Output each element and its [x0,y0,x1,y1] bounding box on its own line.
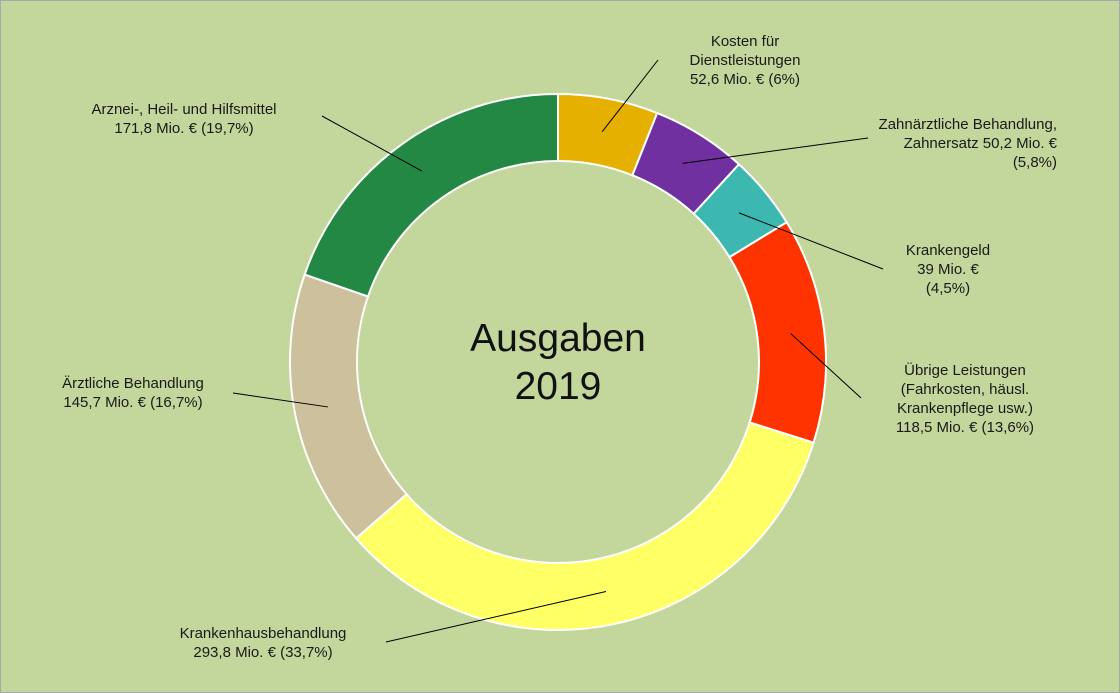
center-label-line-2: 2019 [515,365,602,408]
slice-label-3-line-2: Krankenpflege usw.) [897,400,1033,417]
slice-label-0: Kosten für Dienstleistungen 52,6 Mio. € (6… [690,33,801,88]
slice-label-3-line-1: (Fahrkosten, häusl. [901,381,1029,398]
slice-label-6-line-1: 171,8 Mio. € (19,7%) [114,120,253,137]
center-label-line-1: Ausgaben [470,317,646,360]
slice-label-6: Arznei-, Heil- und Hilfsmittel 171,8 Mio.… [91,101,276,137]
donut-slice-4 [354,421,815,631]
slice-label-6-line-0: Arznei-, Heil- und Hilfsmittel [91,101,276,118]
leader-line-2 [738,212,884,270]
slice-label-4: Krankenhausbehandlung 293,8 Mio. € (33,7%… [180,625,347,661]
slice-label-3: Übrige Leistungen (Fahrkosten, häusl. Kran… [896,361,1034,436]
slice-label-0-line-0: Kosten für [711,33,779,50]
slice-label-4-line-0: Krankenhausbehandlung [180,625,347,642]
slice-label-1: Zahnärztliche Behandlung, Zahnersatz 50,2… [879,116,1058,171]
slice-label-1-line-1: Zahnersatz 50,2 Mio. € [904,135,1058,152]
leader-line-4 [385,591,607,643]
donut-slice-5 [289,273,409,540]
slice-label-5: Ärztliche Behandlung 145,7 Mio. € (16,7%) [62,375,204,411]
leader-line-6 [321,115,423,172]
donut-slice-6 [303,92,559,298]
leader-lines [232,59,884,643]
slice-label-5-line-0: Ärztliche Behandlung [62,375,204,392]
donut-slice-3 [728,220,827,444]
leader-line-0 [601,59,659,133]
slice-label-1-line-2: (5,8%) [1013,154,1057,171]
slice-label-0-line-2: 52,6 Mio. € (6%) [690,71,800,88]
slice-label-1-line-0: Zahnärztliche Behandlung, [879,116,1057,133]
slice-label-5-line-1: 145,7 Mio. € (16,7%) [63,394,202,411]
slice-label-2: Krankengeld 39 Mio. € (4,5%) [906,242,990,297]
donut-slices [289,92,827,631]
leader-line-5 [232,392,328,408]
slice-labels: Kosten für Dienstleistungen 52,6 Mio. € (6… [62,33,1058,661]
slice-label-0-line-1: Dienstleistungen [690,52,801,69]
slice-label-2-line-0: Krankengeld [906,242,990,259]
leader-line-3 [790,333,862,399]
slice-label-4-line-1: 293,8 Mio. € (33,7%) [193,644,332,661]
slice-label-2-line-2: (4,5%) [926,280,970,297]
slice-label-3-line-0: Übrige Leistungen [904,361,1026,379]
slice-label-3-line-3: 118,5 Mio. € (13,6%) [896,419,1034,436]
leader-line-1 [682,137,869,164]
slice-label-2-line-1: 39 Mio. € [917,261,979,278]
